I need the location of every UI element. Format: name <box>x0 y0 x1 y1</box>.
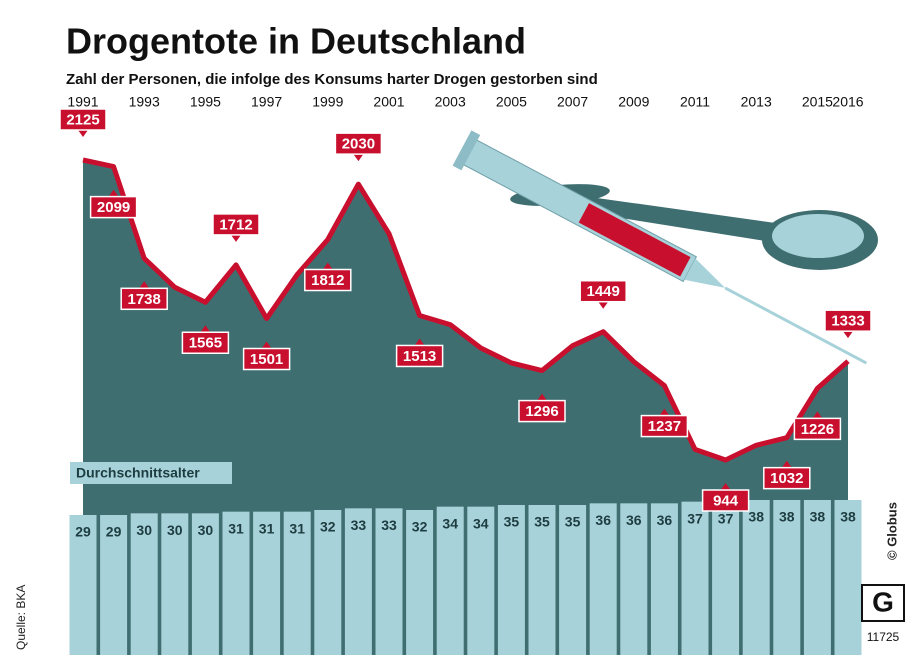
chart-title: Drogentote in Deutschland <box>66 21 526 62</box>
credit: © Globus <box>884 502 899 560</box>
x-tick-label: 2015 <box>802 94 833 110</box>
x-tick-label: 2007 <box>557 94 588 110</box>
x-tick-label: 1995 <box>190 94 221 110</box>
data-label: 1712 <box>219 216 252 233</box>
bar-label: 38 <box>810 509 826 525</box>
bar-label: 29 <box>106 524 122 540</box>
x-tick-label: 1991 <box>67 94 98 110</box>
x-tick-label: 1993 <box>129 94 160 110</box>
bar-label: 30 <box>136 522 152 538</box>
bar-label: 35 <box>534 514 550 530</box>
chart: Drogentote in Deutschland Zahl der Perso… <box>0 0 909 655</box>
bar-label: 35 <box>504 514 520 530</box>
data-label: 1333 <box>831 313 864 330</box>
x-tick-label: 2011 <box>680 94 710 110</box>
bar-label: 33 <box>381 517 397 533</box>
bar-label: 37 <box>718 510 734 526</box>
data-label: 1449 <box>587 283 620 300</box>
data-label: 944 <box>713 492 739 509</box>
spoon-bowl <box>772 214 864 258</box>
data-label: 2099 <box>97 199 130 216</box>
data-label: 1296 <box>525 403 558 420</box>
bar-label: 37 <box>687 510 703 526</box>
bar-label: 36 <box>595 512 611 528</box>
bar-label: 38 <box>779 509 795 525</box>
data-label: 1237 <box>648 418 681 435</box>
x-tick-label: 2009 <box>618 94 649 110</box>
page: Drogentote in Deutschland Zahl der Perso… <box>0 0 909 655</box>
data-label: 1513 <box>403 348 436 365</box>
data-label: 1032 <box>770 470 803 487</box>
legend-label: Durchschnittsalter <box>76 465 200 481</box>
bar-label: 36 <box>657 512 673 528</box>
data-label: 1501 <box>250 351 283 368</box>
bar-label: 30 <box>198 522 214 538</box>
x-tick-label: 2005 <box>496 94 527 110</box>
bar-label: 31 <box>259 520 275 536</box>
data-label: 2030 <box>342 136 375 153</box>
source: Quelle: BKA <box>14 585 28 650</box>
bar-label: 30 <box>167 522 183 538</box>
bar-label: 34 <box>442 515 458 531</box>
data-label: 1226 <box>801 421 834 438</box>
bar-label: 31 <box>289 520 305 536</box>
bar-label: 34 <box>473 515 489 531</box>
bar-label: 32 <box>412 519 428 535</box>
data-label: 2125 <box>66 111 99 128</box>
data-label: 1565 <box>189 335 222 352</box>
bar-label: 32 <box>320 519 336 535</box>
logo-number: 11725 <box>867 630 900 644</box>
bar-label: 29 <box>75 524 91 540</box>
x-tick-label: 2016 <box>832 94 863 110</box>
x-tick-label: 1997 <box>251 94 282 110</box>
bar-label: 31 <box>228 520 244 536</box>
x-tick-label: 2013 <box>741 94 772 110</box>
chart-subtitle: Zahl der Personen, die infolge des Konsu… <box>66 71 598 88</box>
x-tick-label: 2001 <box>373 94 404 110</box>
x-tick-label: 1999 <box>312 94 343 110</box>
bar-label: 36 <box>626 512 642 528</box>
x-tick-label: 2003 <box>435 94 466 110</box>
bar-label: 35 <box>565 514 581 530</box>
bar-label: 38 <box>748 509 764 525</box>
bar-label: 38 <box>840 509 856 525</box>
bar-label: 33 <box>351 517 367 533</box>
logo-mark: G <box>872 586 894 617</box>
data-label: 1812 <box>311 272 344 289</box>
data-label: 1738 <box>128 291 161 308</box>
